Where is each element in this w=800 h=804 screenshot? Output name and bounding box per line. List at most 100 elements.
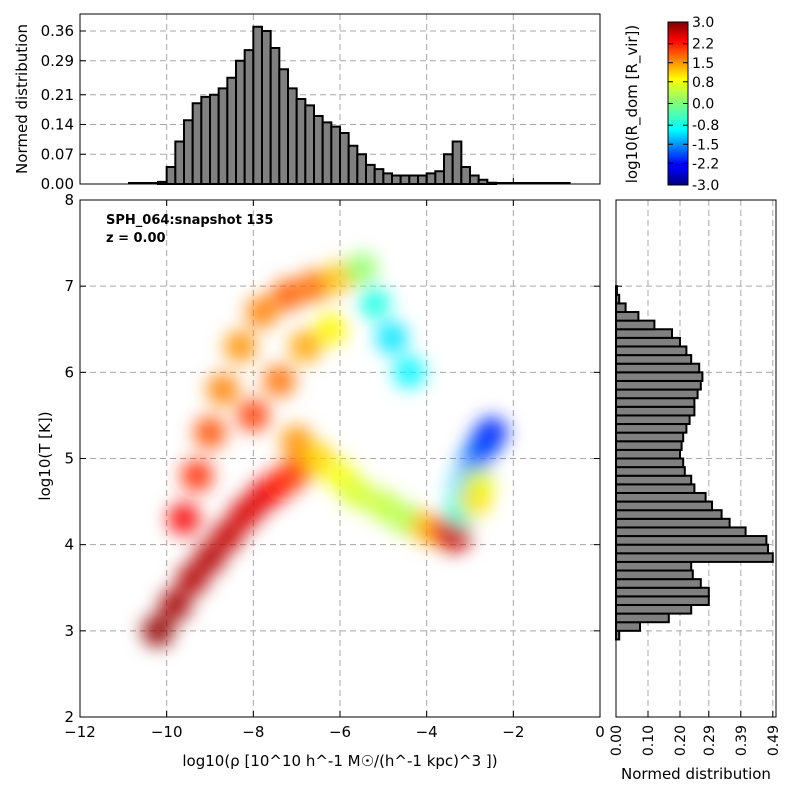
top-histogram-bar [373,168,385,185]
top-histogram-bar [365,163,376,185]
right-histogram-bar [615,311,640,322]
right-histogram-bar [615,560,693,572]
right-histogram-bar [615,552,774,563]
top-histogram-bar [269,47,281,185]
top-histogram-bar [252,25,263,185]
right-histogram-bar [615,362,701,374]
right-histogram-bar [615,517,731,529]
density-region [345,252,378,285]
density-region [315,313,348,346]
right-histogram-bar [615,474,693,486]
right-histogram-bar [615,603,693,615]
top-histogram-bar [408,174,420,185]
right-histogram-bar [615,578,702,589]
main-ytick-label: 6 [64,363,74,381]
top-histogram-bar [460,166,472,185]
top-histogram-bar [235,59,246,185]
main-ytick-label: 5 [64,450,74,468]
top-histogram-bar [417,174,428,185]
density-region [302,442,335,475]
right-histogram-bar [615,414,691,426]
top-histogram-bar [278,68,290,185]
top-histogram-bar [217,87,229,185]
colorbar-tick-label: 2.2 [692,37,714,53]
right-histogram-bar [615,466,686,477]
colorbar-label: log10(R_dom [R_vir]) [623,25,642,184]
right-xtick-label: 0.10 [641,725,657,756]
colorbar-tick-label: 0.0 [692,97,714,113]
density-region [159,588,192,621]
density-region [341,476,374,509]
density-region [207,373,239,406]
right-histogram-bar [615,535,768,546]
top-histogram-bar [321,121,333,185]
density-region [393,356,426,389]
right-xtick-label: 0.20 [673,725,689,756]
main-ytick-label: 7 [64,277,74,295]
main-ylabel: log10(T [K]) [36,411,54,500]
annotation-snapshot: SPH_064:snapshot 135 [106,213,273,228]
density-region [475,416,508,449]
right-xtick-label: 0.29 [702,725,718,756]
density-region [272,278,304,311]
main-xtick-label: 0 [595,723,605,741]
colorbar-tick-label: -0.8 [692,118,719,134]
right-histogram-bar [615,379,702,391]
right-histogram-bar [615,612,670,624]
right-histogram-bar [615,431,685,443]
top-histogram-bar [339,132,350,185]
top-histogram-bar [382,172,394,185]
top-histogram-bar [399,174,411,185]
colorbar-tick-label: 1.5 [692,56,714,72]
right-histogram-bar [615,336,681,348]
top-ytick-label: 0.21 [41,86,74,104]
main-ytick-label: 4 [64,536,74,554]
density-region [458,485,491,518]
top-histogram-bar [209,93,220,185]
main-xtick-label: −8 [242,723,264,741]
main-ytick-label: 2 [64,708,74,726]
density-region [194,541,226,574]
top-histogram: 0.00 0.07 0.14 0.21 0.29 0.36 Normed distribu… [13,13,601,193]
density-region [358,287,391,320]
top-histogram-bar [200,95,211,185]
annotation-redshift: z = 0.00 [106,231,166,246]
density-region [289,330,322,363]
right-histogram-bar [615,491,707,503]
right-histogram-bar [615,354,693,365]
right-xtick-label: 0.49 [766,725,782,756]
right-histogram-bar [615,440,683,451]
top-histogram-bar [261,30,272,185]
right-histogram-bar [615,526,747,538]
density-region [246,296,278,329]
top-ytick-label: 0.00 [41,175,74,193]
top-histogram-bar [313,115,324,185]
top-histogram-bar [295,98,307,185]
right-histogram-bar [615,621,641,632]
top-ytick-label: 0.36 [41,22,74,40]
top-histogram-bar [183,119,194,185]
top-histogram-bar [191,102,203,185]
top-histogram-bar [469,174,480,185]
right-histogram-bar [615,500,713,512]
right-histogram-bar [615,586,710,598]
density-region [142,614,174,647]
density-region [438,520,471,553]
top-histogram-bar [391,174,402,185]
density-region [224,330,257,363]
main-ytick-label: 3 [64,622,74,640]
top-histogram-bar [243,49,255,185]
top-histogram-bar [356,153,368,185]
right-histogram-xlabel: Normed distribution [621,765,771,783]
density-region [181,459,213,492]
right-histogram-bar [615,345,688,357]
top-ytick-label: 0.29 [41,52,74,70]
right-xtick-label: 0.39 [734,725,750,756]
right-xtick-label: 0.00 [609,725,625,756]
top-ytick-label: 0.07 [41,145,74,163]
right-histogram-bar [615,302,627,314]
main-xtick-label: −2 [502,723,524,741]
colorbar-tick-label: 0.8 [692,75,714,91]
density-region [263,364,296,397]
